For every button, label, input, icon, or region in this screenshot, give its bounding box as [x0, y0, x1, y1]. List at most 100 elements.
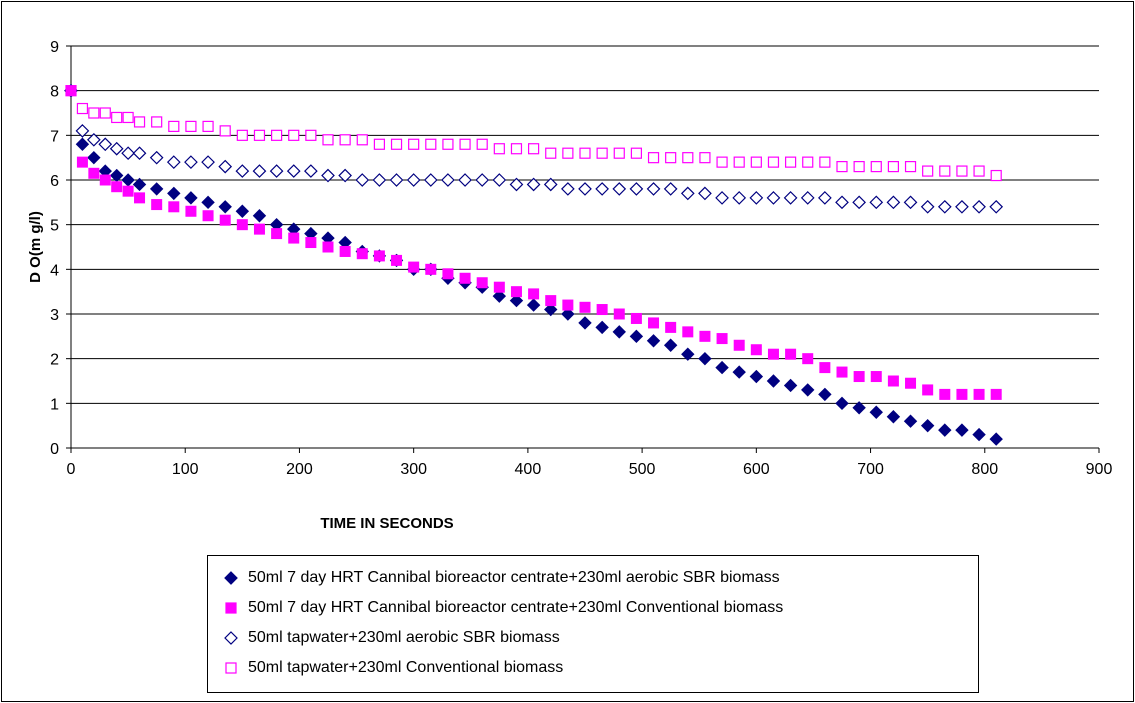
data-point-series-1	[544, 302, 558, 317]
data-point-series-1	[732, 365, 746, 379]
y-tick-label: 7	[50, 128, 59, 145]
data-point-series-4	[425, 138, 437, 150]
data-point-series-2	[271, 228, 283, 240]
data-point-series-1	[235, 204, 250, 218]
data-point-series-2	[122, 185, 134, 197]
data-point-series-2	[853, 371, 865, 383]
data-point-series-4	[133, 116, 146, 128]
data-point-series-4	[767, 156, 780, 168]
legend-marker-4	[225, 662, 237, 674]
data-point-series-4	[356, 134, 368, 146]
data-point-series-2	[956, 388, 968, 400]
x-tick-label: 900	[1086, 461, 1113, 478]
data-point-series-1	[561, 307, 575, 321]
data-point-series-2	[322, 241, 334, 253]
legend-marker-shape	[225, 662, 237, 674]
data-point-series-2	[887, 375, 899, 387]
data-point-series-2	[545, 295, 557, 307]
data-point-series-4	[122, 111, 134, 124]
data-point-series-2	[905, 377, 917, 389]
data-point-series-2	[699, 330, 711, 342]
data-point-series-4	[630, 147, 643, 159]
data-point-series-1	[87, 150, 101, 165]
y-tick-label: 0	[50, 441, 59, 458]
data-point-series-3	[749, 191, 764, 205]
data-point-series-1	[766, 374, 781, 388]
data-point-series-3	[509, 177, 524, 192]
data-point-series-4	[802, 156, 814, 168]
data-point-series-4	[88, 107, 100, 119]
data-point-series-2	[305, 237, 317, 249]
data-point-series-2	[785, 348, 797, 360]
data-point-series-2	[990, 388, 1002, 400]
data-point-series-4	[305, 129, 317, 141]
data-point-series-4	[408, 138, 420, 150]
data-point-series-2	[88, 167, 100, 179]
data-point-series-3	[972, 199, 986, 214]
data-point-series-1	[955, 423, 969, 437]
data-point-series-4	[665, 152, 677, 164]
data-point-series-4	[647, 152, 660, 164]
data-point-series-1	[201, 195, 215, 210]
data-point-series-4	[339, 134, 351, 146]
data-point-series-2	[253, 223, 265, 235]
legend-marker-3	[224, 631, 238, 645]
data-point-series-2	[836, 366, 848, 378]
data-point-series-3	[561, 182, 575, 196]
data-point-series-3	[920, 199, 935, 214]
data-point-series-2	[425, 263, 437, 275]
data-point-series-4	[271, 129, 283, 141]
data-point-series-2	[459, 272, 471, 284]
data-point-series-2	[236, 219, 248, 231]
chart-plot: 0 1 2 3 4 5 6 7 8 9 0 100 200 300 400 500 600 700 800 900 TI…	[27, 39, 1113, 532]
data-point-series-1	[629, 329, 644, 344]
legend-marker-1	[224, 571, 238, 585]
legend-marker-2	[225, 602, 237, 614]
data-point-series-3	[166, 155, 181, 169]
data-point-series-4	[853, 161, 865, 173]
data-point-series-1	[972, 427, 986, 442]
data-point-series-2	[922, 384, 934, 396]
data-point-series-2	[682, 326, 694, 338]
data-point-series-2	[750, 344, 762, 356]
data-point-series-1	[167, 186, 181, 201]
legend-item-3: 50ml tapwater+230ml aerobic SBR biomass	[208, 623, 978, 653]
data-point-series-1	[698, 351, 712, 366]
data-point-series-3	[86, 132, 101, 147]
data-point-series-3	[121, 146, 135, 161]
data-point-series-2	[630, 312, 642, 324]
data-point-series-2	[339, 245, 351, 257]
data-point-series-1	[681, 347, 695, 361]
data-point-series-2	[733, 339, 745, 351]
data-point-series-1	[526, 298, 541, 312]
data-point-series-3	[321, 168, 335, 183]
y-tick-label: 1	[50, 396, 59, 413]
data-point-series-4	[111, 111, 123, 124]
data-point-series-3	[372, 173, 387, 187]
data-point-series-2	[185, 205, 197, 217]
data-point-series-4	[545, 147, 557, 159]
data-point-series-2	[219, 214, 231, 226]
data-point-series-2	[870, 371, 882, 383]
data-point-series-4	[459, 138, 471, 150]
data-point-series-3	[852, 195, 866, 210]
legend-marker-shape	[224, 571, 238, 585]
data-point-series-3	[184, 155, 198, 169]
data-point-series-3	[252, 164, 267, 178]
data-point-series-2	[356, 248, 368, 260]
data-point-series-4	[733, 156, 745, 168]
data-point-series-2	[802, 353, 814, 365]
data-point-series-4	[887, 161, 900, 173]
data-point-series-4	[151, 116, 163, 128]
data-point-series-2	[510, 286, 522, 298]
data-point-series-4	[990, 169, 1002, 182]
data-point-series-2	[408, 261, 420, 273]
y-axis-title: D O(m g/l)	[27, 211, 44, 283]
data-point-series-2	[648, 317, 660, 329]
data-point-series-3	[526, 177, 541, 192]
data-point-series-4	[613, 147, 625, 159]
data-point-series-2	[493, 281, 505, 293]
data-point-series-2	[111, 181, 123, 193]
data-point-series-3	[886, 195, 901, 210]
data-point-series-2	[819, 362, 831, 374]
